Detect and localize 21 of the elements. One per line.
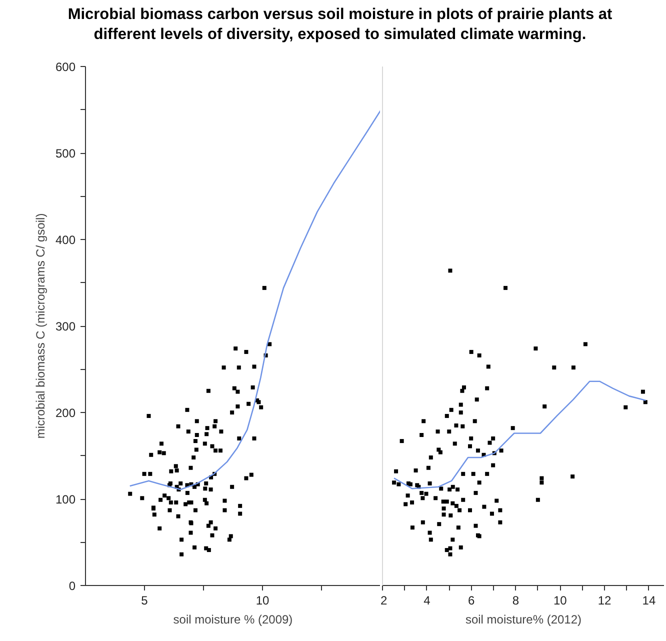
chart-title: Microbial biomass carbon versus soil moisture in plots of prairie plants at different levels of diversity, exposed to simulated climate warming. [66,5,614,45]
x-axis-title: soil moisture% (2012) [465,612,582,626]
x-tick-label: 10 [256,594,270,608]
y-tick-label: 600 [55,60,76,74]
x-axis-title: soil moisture % (2009) [173,612,293,626]
line-series [129,110,380,490]
x-tick-label: 12 [598,594,612,608]
y-tick-label: 200 [55,406,76,420]
x-tick-label: 5 [141,594,148,608]
x-tick-label: 6 [468,594,475,608]
y-tick-label: 400 [55,233,76,247]
x-tick-label: 2 [380,594,388,608]
y-tick-label: 300 [55,320,76,334]
y-tick-label: 500 [55,146,76,160]
y-tick-label: 100 [55,492,76,506]
x-tick-label: 4 [424,594,431,608]
x-tick-label: 14 [642,594,656,608]
y-axis-title: microbial biomass C (micrograms C/ gsoil) [33,213,48,439]
x-tick-label: 10 [553,594,568,608]
x-tick-label: 8 [512,594,520,608]
y-tick-label: 0 [68,579,76,593]
